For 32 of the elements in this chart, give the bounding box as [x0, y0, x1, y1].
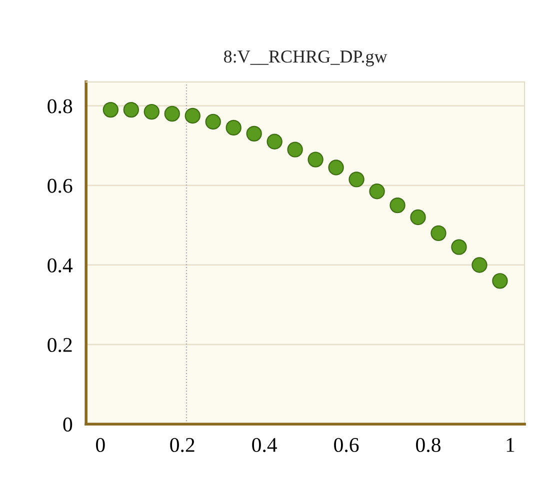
point: [205, 114, 221, 130]
point: [328, 160, 344, 176]
y-tick-label: 0.4: [48, 258, 73, 273]
point: [390, 197, 406, 214]
point: [451, 239, 467, 255]
y-tick-label: 0.8: [48, 99, 72, 114]
x-tick-label: 1: [506, 438, 514, 452]
x-tick-label: 0.2: [170, 438, 194, 452]
x-tick-label: 0.8: [416, 438, 440, 452]
point: [102, 102, 119, 118]
point: [369, 184, 385, 200]
y-tick-label: 0.6: [48, 178, 72, 193]
point: [184, 108, 200, 124]
point: [246, 126, 262, 142]
x-tick-label: 0.6: [334, 438, 359, 452]
point: [226, 120, 242, 136]
point: [472, 257, 488, 273]
chart-title: 8:V__RCHRG_DP.gw: [224, 50, 388, 66]
y-tick-label: 0.2: [48, 338, 72, 352]
y-tick-label: 0: [63, 418, 72, 432]
x-tick-label: 0: [96, 438, 105, 452]
point: [144, 104, 160, 120]
x-tick-label: 0.4: [252, 438, 278, 452]
point: [410, 209, 426, 226]
point: [287, 142, 303, 158]
point: [492, 273, 508, 289]
point: [123, 102, 139, 118]
point: [266, 134, 282, 150]
point: [430, 225, 446, 241]
point: [164, 106, 180, 122]
point: [308, 152, 324, 168]
point: [348, 172, 364, 188]
